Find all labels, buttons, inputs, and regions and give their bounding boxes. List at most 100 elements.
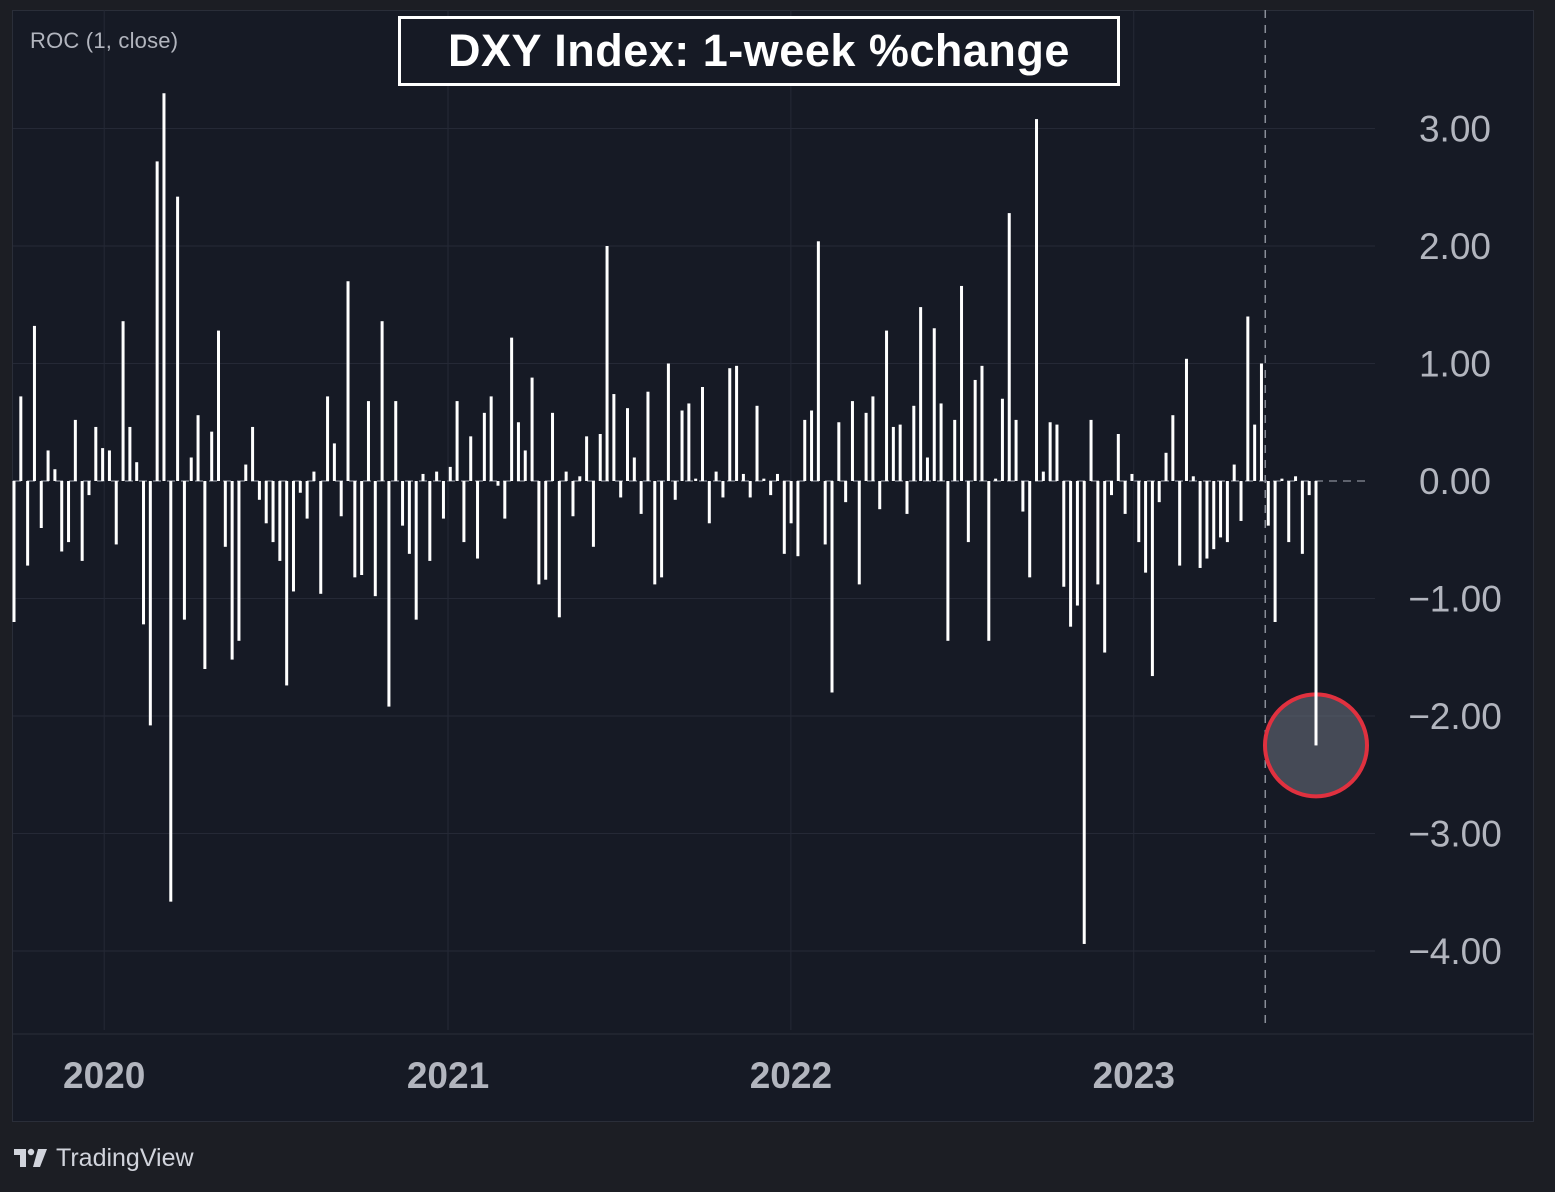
roc-bar: [932, 328, 936, 481]
roc-bar: [721, 481, 725, 498]
roc-bar: [1191, 476, 1195, 481]
roc-bar: [428, 481, 432, 561]
roc-bar: [694, 478, 698, 481]
roc-bar: [462, 481, 466, 543]
roc-bar: [223, 481, 227, 547]
tradingview-branding[interactable]: TradingView: [14, 1140, 194, 1176]
roc-bar: [305, 481, 309, 519]
roc-bar: [1096, 481, 1100, 585]
roc-bar: [373, 481, 377, 597]
roc-bar: [612, 394, 616, 481]
highlighted-bar: [1314, 481, 1318, 746]
roc-bar: [1109, 481, 1113, 496]
roc-bar: [755, 405, 759, 481]
roc-bar: [1007, 213, 1011, 481]
roc-bar: [816, 241, 820, 481]
roc-bar: [114, 481, 118, 545]
roc-bar: [1028, 481, 1032, 578]
roc-bar: [67, 481, 71, 543]
roc-bar: [441, 481, 445, 519]
roc-bar: [830, 481, 834, 693]
roc-bar: [1055, 424, 1059, 481]
roc-bar: [12, 481, 16, 622]
roc-bar: [775, 473, 779, 481]
chart-title: DXY Index: 1-week %change: [398, 16, 1120, 86]
roc-bar: [700, 387, 704, 481]
roc-bar: [101, 448, 105, 481]
y-tick-label: 1.00: [1419, 344, 1491, 385]
roc-bar: [564, 471, 568, 481]
roc-bar: [939, 403, 943, 481]
roc-bar: [360, 481, 364, 575]
roc-bar: [1300, 481, 1304, 554]
roc-bar: [632, 457, 636, 481]
roc-bar: [128, 426, 132, 481]
roc-bar: [878, 481, 882, 510]
bars: [12, 93, 1318, 944]
roc-bar: [407, 481, 411, 554]
roc-bar: [203, 481, 207, 669]
roc-bar: [496, 481, 500, 486]
axes: 3.00 2.00 1.00 0.00 −1.00 −2.00 −3.00 −4.00 2020…: [12, 109, 1534, 1096]
roc-bar: [1239, 481, 1243, 521]
roc-bar: [1164, 452, 1168, 481]
roc-bar: [1144, 481, 1148, 573]
roc-bar: [953, 419, 957, 481]
roc-bar: [1014, 419, 1018, 481]
roc-bar: [796, 481, 800, 557]
roc-bar: [326, 396, 330, 481]
roc-bar: [230, 481, 234, 660]
roc-bar: [919, 307, 923, 481]
y-tick-label: 0.00: [1419, 461, 1491, 502]
roc-bar: [1103, 481, 1107, 653]
roc-bar: [1287, 481, 1291, 543]
roc-bar: [251, 426, 255, 481]
roc-bar: [1219, 481, 1223, 538]
roc-bar: [353, 481, 357, 578]
roc-bar: [448, 466, 452, 481]
x-tick-label: 2022: [750, 1055, 832, 1096]
roc-bar: [503, 481, 507, 519]
roc-bar: [298, 481, 302, 493]
roc-bar: [619, 481, 623, 498]
roc-bar: [332, 443, 336, 481]
roc-bar: [1171, 415, 1175, 481]
roc-bar: [639, 481, 643, 514]
roc-bar: [891, 426, 895, 481]
roc-bar: [885, 330, 889, 481]
roc-bar: [46, 450, 50, 481]
y-tick-label: −2.00: [1408, 696, 1502, 737]
indicator-label[interactable]: ROC (1, close): [30, 28, 179, 53]
roc-bar: [680, 410, 684, 481]
roc-bar: [980, 365, 984, 481]
roc-bar: [271, 481, 275, 543]
roc-bar: [285, 481, 289, 686]
roc-bar: [1035, 119, 1039, 481]
roc-bar: [244, 464, 248, 481]
roc-bar: [1123, 481, 1127, 514]
roc-bar: [660, 481, 664, 578]
roc-bar: [1069, 481, 1073, 627]
roc-bar: [844, 481, 848, 503]
roc-bar: [1184, 358, 1188, 481]
roc-bar: [155, 161, 159, 481]
roc-bar: [898, 424, 902, 481]
y-tick-label: 2.00: [1419, 226, 1491, 267]
roc-bar: [925, 457, 929, 481]
roc-bar: [421, 473, 425, 481]
roc-bar: [741, 473, 745, 481]
roc-bar: [857, 481, 861, 585]
roc-bar: [1253, 424, 1257, 481]
roc-bar: [39, 481, 43, 528]
roc-bar: [905, 481, 909, 514]
roc-bar: [782, 481, 786, 554]
roc-bar: [1225, 481, 1229, 543]
roc-bar: [748, 481, 752, 498]
roc-bar: [1178, 481, 1182, 566]
roc-bar: [176, 196, 180, 481]
roc-bar: [1198, 481, 1202, 568]
roc-bar: [1130, 473, 1134, 481]
roc-bar: [571, 481, 575, 517]
roc-bar: [837, 422, 841, 481]
roc-bar: [1041, 471, 1045, 481]
